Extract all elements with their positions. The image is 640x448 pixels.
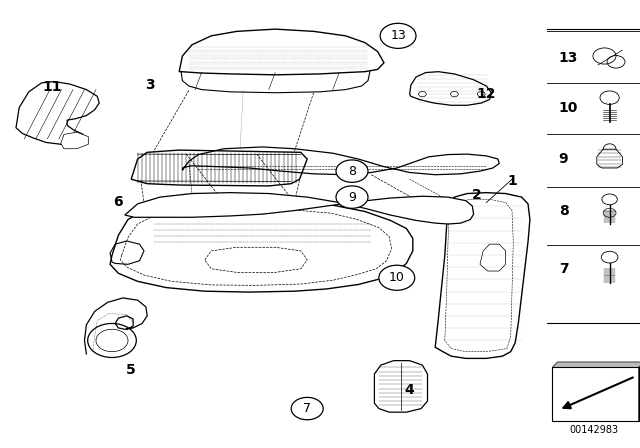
Text: 8: 8	[348, 164, 356, 178]
Text: 10: 10	[389, 271, 404, 284]
Polygon shape	[125, 193, 474, 224]
Polygon shape	[410, 72, 492, 105]
Text: 7: 7	[559, 262, 568, 276]
Polygon shape	[552, 362, 640, 367]
Text: 3: 3	[145, 78, 156, 92]
Text: 13: 13	[390, 29, 406, 43]
Polygon shape	[16, 82, 99, 144]
Text: 2: 2	[472, 188, 482, 202]
Polygon shape	[110, 201, 413, 292]
Text: 10: 10	[559, 100, 578, 115]
Text: 13: 13	[559, 51, 578, 65]
Text: 11: 11	[43, 80, 62, 95]
Circle shape	[379, 265, 415, 290]
Text: 4: 4	[404, 383, 415, 397]
Text: 00142983: 00142983	[569, 425, 618, 435]
Text: 9: 9	[348, 190, 356, 204]
Circle shape	[336, 186, 368, 208]
Text: 7: 7	[303, 402, 311, 415]
Bar	[552, 367, 639, 421]
Text: 8: 8	[559, 203, 568, 218]
Circle shape	[291, 397, 323, 420]
Text: 5: 5	[126, 362, 136, 377]
Polygon shape	[374, 361, 428, 412]
Circle shape	[336, 160, 368, 182]
Polygon shape	[61, 132, 88, 149]
Polygon shape	[639, 362, 640, 421]
Text: 12: 12	[477, 87, 496, 101]
Circle shape	[380, 23, 416, 48]
Text: 1: 1	[507, 174, 517, 189]
Polygon shape	[435, 193, 530, 358]
Text: 9: 9	[559, 152, 568, 166]
Text: 6: 6	[113, 194, 124, 209]
